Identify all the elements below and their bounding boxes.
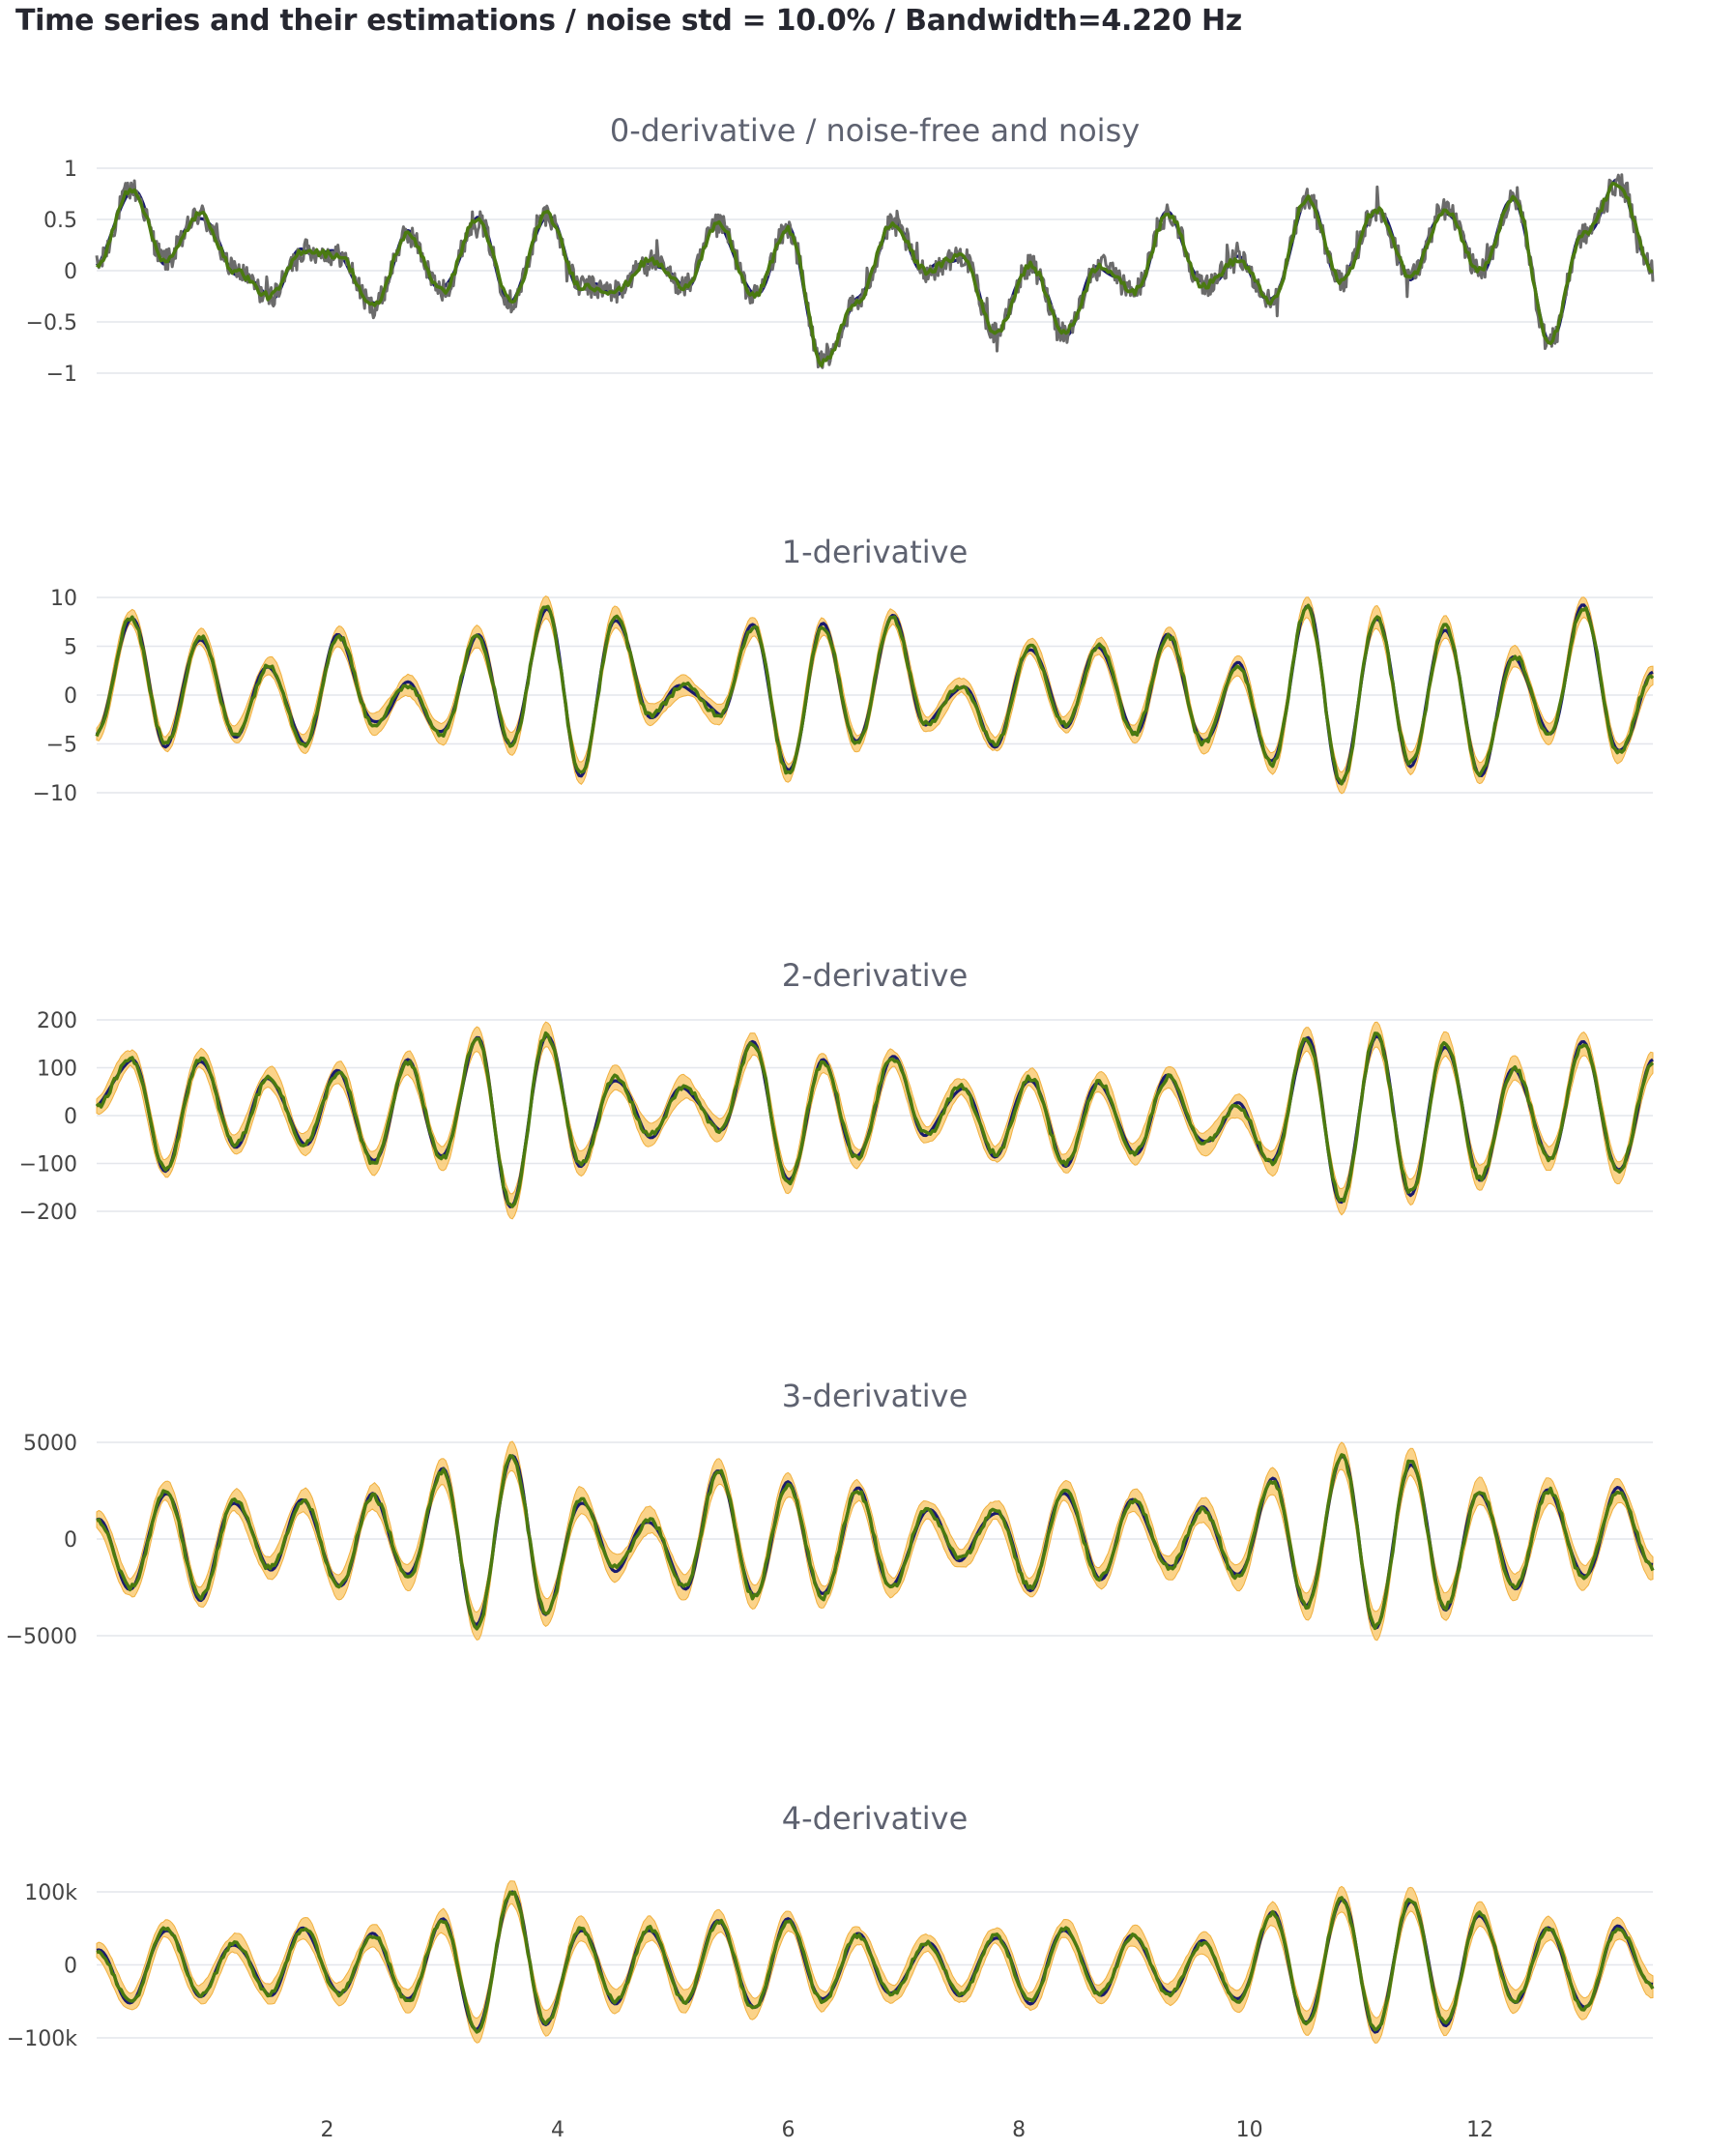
panel-title-1: 1-derivative: [782, 534, 969, 570]
chart-panel-4: 4-derivative 100k 0 −100k 2 4 6 8 10 12: [7, 1800, 1655, 2142]
y-tick-label-4-0: 100k: [24, 1881, 77, 1905]
x-tick-label-4: 10: [1236, 2118, 1263, 2142]
y-tick-label-1-4: −10: [33, 782, 77, 806]
panel-title-0: 0-derivative / noise-free and noisy: [610, 112, 1140, 149]
series-estimate-3: [96, 1453, 1655, 1631]
chart-panel-1: 1-derivative 10 5 0 −5 −10: [33, 534, 1655, 806]
y-tick-label-0-3: −0.5: [26, 311, 77, 335]
panel-title-4: 4-derivative: [782, 1800, 969, 1837]
y-tick-label-2-2: 0: [64, 1105, 77, 1129]
series-noise-free-1: [95, 603, 1654, 786]
x-tick-label-5: 12: [1466, 2118, 1493, 2142]
page-title: Time series and their estimations / nois…: [15, 4, 1242, 38]
chart-panel-0: 0-derivative / noise-free and noisy 1 0.5 0…: [26, 112, 1655, 387]
series-estimate-4: [96, 1890, 1655, 2034]
series-estimate-0: [96, 181, 1654, 368]
y-tick-label-2-4: −200: [19, 1201, 77, 1225]
y-tick-label-3-0: 5000: [23, 1432, 77, 1456]
y-tick-label-3-1: 0: [64, 1528, 77, 1553]
y-tick-label-2-0: 200: [37, 1009, 77, 1033]
chart-panel-2: 2-derivative 200 100 0 −100 −200: [19, 957, 1655, 1225]
confidence-band-2: [96, 1021, 1654, 1220]
y-tick-label-4-1: 0: [64, 1955, 77, 1979]
x-tick-label-0: 2: [321, 2118, 334, 2142]
panel-title-3: 3-derivative: [782, 1378, 969, 1414]
x-tick-label-2: 6: [782, 2118, 796, 2142]
y-tick-label-0-4: −1: [46, 363, 77, 387]
series-estimate-2: [95, 1031, 1655, 1208]
series-estimate-1: [95, 603, 1655, 786]
y-tick-label-2-1: 100: [37, 1058, 77, 1082]
y-tick-label-0-0: 1: [64, 158, 77, 182]
y-tick-label-1-2: 0: [64, 684, 77, 709]
y-tick-label-3-2: −5000: [6, 1625, 77, 1649]
y-tick-label-2-3: −100: [19, 1153, 77, 1177]
panel-title-2: 2-derivative: [782, 957, 969, 994]
chart-panel-3: 3-derivative 5000 0 −5000: [6, 1378, 1655, 1649]
y-tick-label-4-2: −100k: [7, 2027, 77, 2051]
x-tick-label-1: 4: [551, 2118, 564, 2142]
x-tick-label-3: 8: [1012, 2118, 1026, 2142]
y-tick-label-1-1: 5: [64, 636, 77, 660]
y-tick-label-1-3: −5: [46, 734, 77, 758]
y-tick-label-0-1: 0.5: [43, 209, 77, 233]
y-tick-label-0-2: 0: [64, 260, 77, 284]
y-tick-label-1-0: 10: [50, 587, 77, 611]
